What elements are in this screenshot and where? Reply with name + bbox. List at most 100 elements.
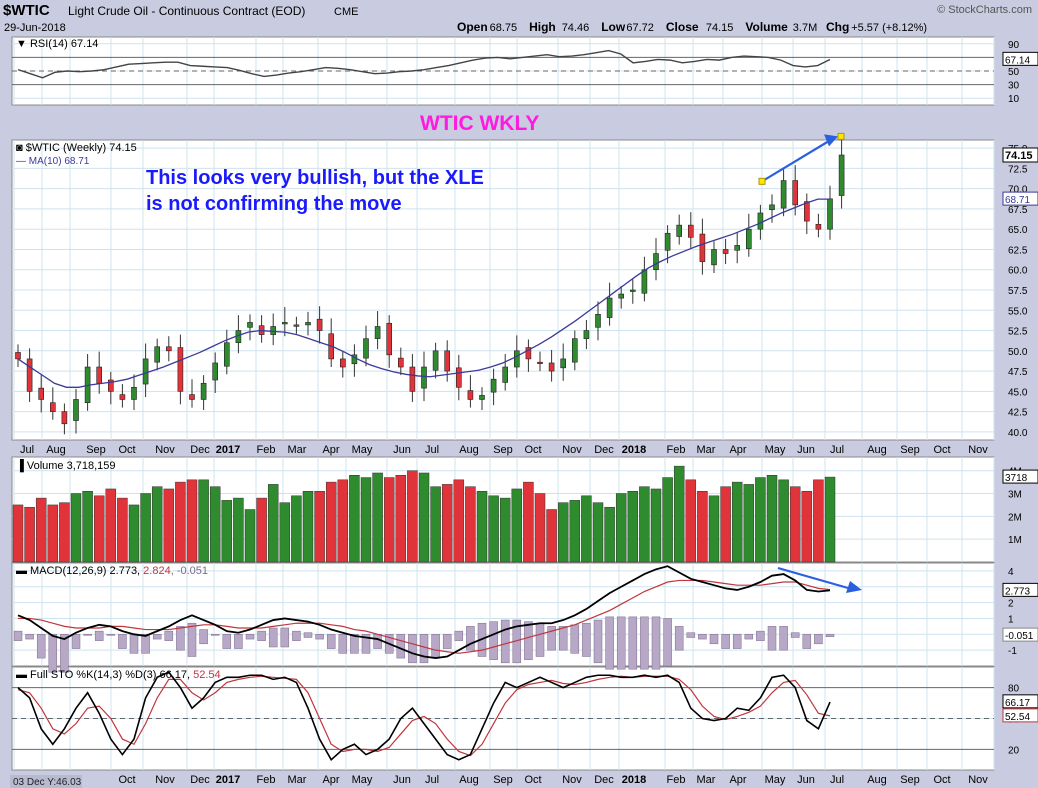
macd-hist-bar bbox=[60, 634, 69, 673]
price-candle bbox=[629, 289, 636, 292]
macd-hist-bar bbox=[721, 634, 730, 649]
volume-bar bbox=[117, 497, 128, 563]
volume-bar bbox=[523, 481, 534, 563]
macd-hist-bar bbox=[326, 634, 336, 649]
ohlc-readout: Open 68.75 High 74.46 Low 67.72 Close 74.15 Volu… bbox=[457, 20, 927, 34]
chart-name: Light Crude Oil - Continuous Contract (E… bbox=[68, 4, 305, 18]
macd-hist-bar bbox=[605, 616, 614, 670]
macd-hist-bar bbox=[280, 627, 290, 648]
volume-bar bbox=[105, 488, 117, 563]
volume-bar bbox=[778, 479, 789, 563]
volume-bar bbox=[163, 488, 175, 563]
price-candle bbox=[142, 358, 149, 385]
price-arrowhead bbox=[824, 134, 838, 147]
volume-bar bbox=[557, 502, 569, 563]
macd-hist-bar bbox=[187, 622, 197, 657]
volume-bar bbox=[59, 502, 70, 563]
sto-x-label: Mar bbox=[288, 774, 307, 786]
price-tick-label: 65.0 bbox=[1008, 225, 1028, 236]
price-candle bbox=[166, 346, 172, 352]
macd-hist-label: -0.051 bbox=[1005, 631, 1034, 642]
price-x-label: Nov bbox=[562, 444, 582, 456]
macd-hist-bar bbox=[500, 619, 510, 664]
price-ma-tag bbox=[1002, 191, 1038, 206]
chart-date: 29-Jun-2018 bbox=[4, 22, 66, 34]
volume-bar bbox=[47, 504, 59, 563]
price-candle bbox=[676, 224, 683, 237]
price-candle bbox=[281, 322, 288, 325]
sto-x-label: Aug bbox=[459, 774, 479, 786]
macd-hist-bar bbox=[466, 626, 475, 651]
annotation-title: WTIC WKLY bbox=[420, 112, 539, 135]
ohlc-value: +5.57 (+8.12%) bbox=[851, 22, 927, 34]
volume-bar bbox=[314, 490, 325, 563]
price-candle bbox=[409, 366, 416, 392]
price-x-label: May bbox=[352, 444, 373, 456]
price-candle bbox=[374, 326, 381, 339]
macd-legend: ▬ MACD(12,26,9) 2.773, 2.824, -0.051 bbox=[16, 565, 208, 577]
rsi-tick-label: 30 bbox=[1008, 81, 1020, 92]
volume-bar bbox=[372, 472, 383, 563]
volume-bar bbox=[407, 470, 418, 563]
volume-bar bbox=[24, 506, 35, 563]
sto-x-label: Feb bbox=[667, 774, 686, 786]
volume-bar bbox=[302, 490, 314, 563]
price-tick-label: 42.5 bbox=[1008, 408, 1028, 419]
sto-k-label: 66.17 bbox=[1005, 698, 1030, 709]
macd-hist-bar bbox=[698, 634, 707, 640]
volume-bar bbox=[12, 504, 24, 563]
sto-legend-part: 66.17, bbox=[159, 669, 193, 681]
price-tick-label: 45.0 bbox=[1008, 387, 1028, 398]
macd-hist-bar bbox=[36, 634, 46, 659]
macd-hist-bar bbox=[222, 634, 232, 649]
price-candle bbox=[15, 352, 21, 360]
sto-d-tag bbox=[1002, 708, 1038, 723]
price-candle bbox=[769, 204, 775, 211]
macd-hist-tag bbox=[1002, 627, 1038, 642]
price-tick-label: 47.5 bbox=[1008, 367, 1028, 378]
price-candle bbox=[432, 350, 439, 371]
footer-date-readout: 03 Dec Y:46.03 bbox=[13, 777, 82, 788]
price-candle bbox=[792, 180, 799, 206]
volume-bar bbox=[267, 484, 279, 563]
volume-tick-label: 2M bbox=[1008, 512, 1022, 523]
volume-bar bbox=[35, 497, 47, 563]
volume-bar bbox=[488, 495, 499, 563]
macd-hist-bar bbox=[419, 634, 429, 664]
chart-exchange: CME bbox=[334, 6, 358, 18]
macd-trend-arrow bbox=[777, 566, 849, 590]
rsi-line bbox=[17, 49, 831, 79]
price-candle bbox=[293, 324, 300, 327]
price-x-label: May bbox=[765, 444, 786, 456]
price-candle bbox=[780, 180, 787, 209]
price-x-label: Nov bbox=[155, 444, 175, 456]
macd-hist-bar bbox=[338, 634, 348, 654]
sto-x-label: Nov bbox=[562, 774, 582, 786]
volume-value-label: 3718 bbox=[1005, 473, 1028, 484]
volume-bar bbox=[395, 475, 407, 563]
price-x-label: Dec bbox=[190, 444, 210, 456]
price-candle bbox=[513, 350, 520, 368]
price-x-label: Apr bbox=[322, 444, 339, 456]
volume-bar bbox=[720, 486, 731, 563]
sto-x-label: Feb bbox=[257, 774, 276, 786]
price-candle bbox=[386, 322, 393, 356]
price-tick-label: 60.0 bbox=[1008, 266, 1028, 277]
price-tick-label: 70.0 bbox=[1008, 185, 1028, 196]
price-candle bbox=[827, 198, 833, 230]
volume-bar bbox=[499, 497, 511, 563]
macd-hist-bar bbox=[790, 632, 800, 638]
price-candle bbox=[745, 228, 752, 249]
sto-k-tag bbox=[1002, 694, 1038, 709]
price-x-label: Oct bbox=[933, 444, 950, 456]
price-candle bbox=[653, 253, 659, 271]
price-candle bbox=[699, 233, 706, 262]
price-candle bbox=[455, 367, 462, 388]
volume-bar bbox=[291, 495, 302, 563]
sto-x-label: Mar bbox=[697, 774, 716, 786]
macd-legend-part: ▬ MACD(12,26,9) bbox=[16, 565, 110, 577]
price-x-label: Jun bbox=[393, 444, 411, 456]
sto-x-label: Jun bbox=[393, 774, 411, 786]
macd-hist-bar bbox=[268, 627, 278, 648]
watermark: © StockCharts.com bbox=[937, 4, 1032, 16]
